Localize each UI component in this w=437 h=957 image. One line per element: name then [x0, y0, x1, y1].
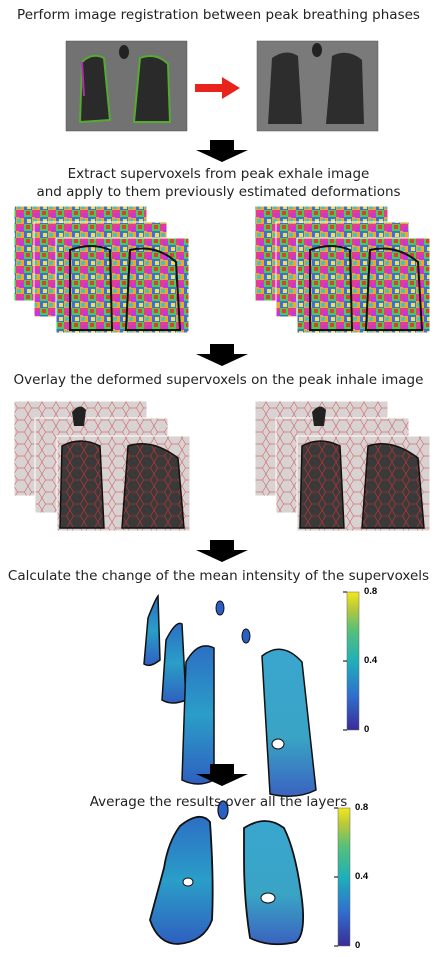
colorbar1-max-label: 0.8	[364, 586, 378, 597]
colorbar-step5	[334, 807, 351, 947]
intensity-map-stack	[143, 593, 317, 797]
ct-image-exhale	[65, 40, 188, 132]
colorbar2-mid-label: 0.4	[355, 871, 369, 882]
overlay-stack-left	[13, 400, 191, 532]
step4-caption: Calculate the change of the mean intensi…	[7, 568, 430, 584]
step1-caption: Perform image registration between peak …	[17, 7, 420, 23]
supervoxel-stack-right	[254, 205, 431, 334]
ct-image-inhale	[256, 40, 379, 132]
step3-caption: Overlay the deformed supervoxels on the …	[13, 372, 424, 388]
down-arrow-icon	[196, 540, 248, 562]
right-arrow-icon	[195, 77, 240, 99]
step2-caption-line1: Extract supervoxels from peak exhale ima…	[67, 166, 370, 182]
colorbar-step4	[343, 591, 360, 731]
step5-caption: Average the results over all the layers	[89, 794, 348, 810]
colorbar2-max-label: 0.8	[355, 802, 369, 813]
colorbar2-min-label: 0	[355, 940, 361, 951]
colorbar1-mid-label: 0.4	[364, 655, 378, 666]
step2-caption-line2: and apply to them previously estimated d…	[36, 184, 401, 200]
down-arrow-icon	[196, 140, 248, 162]
overlay-stack-right	[254, 400, 431, 532]
colorbar1-min-label: 0	[364, 724, 370, 735]
down-arrow-icon	[196, 344, 248, 366]
down-arrow-icon	[196, 764, 248, 786]
supervoxel-stack-left	[13, 205, 190, 334]
averaged-intensity-map	[149, 800, 305, 946]
